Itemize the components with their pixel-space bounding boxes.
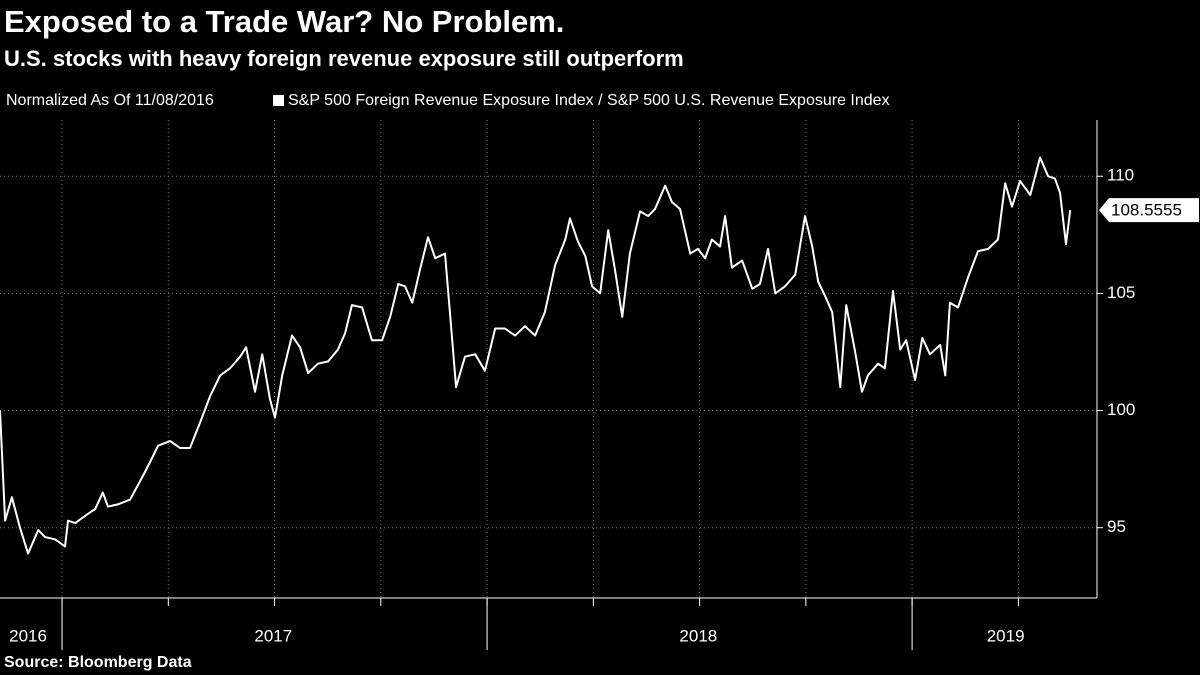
x-tick-label: 2019: [987, 626, 1025, 645]
line: [0, 156, 1072, 555]
y-tick-label: 105: [1107, 283, 1135, 302]
last-value-label: 108.5555: [1111, 201, 1182, 220]
x-tick-label: 2016: [9, 626, 47, 645]
x-tick-label: 2018: [679, 626, 717, 645]
legend-swatch: [273, 95, 284, 106]
y-tick-label: 95: [1107, 517, 1126, 536]
chart-subtitle: U.S. stocks with heavy foreign revenue e…: [4, 46, 684, 71]
last-value-flag: [1099, 198, 1199, 223]
legend-label: S&P 500 Foreign Revenue Exposure Index /…: [288, 92, 890, 109]
chart-title: Exposed to a Trade War? No Problem.: [4, 4, 564, 39]
x-tick-label: 2017: [254, 626, 292, 645]
y-tick-label: 110: [1107, 166, 1134, 185]
source: Source: Bloomberg Data: [4, 654, 192, 671]
y-tick-label: 100: [1107, 400, 1135, 419]
note: Normalized As Of 11/08/2016: [6, 92, 214, 109]
